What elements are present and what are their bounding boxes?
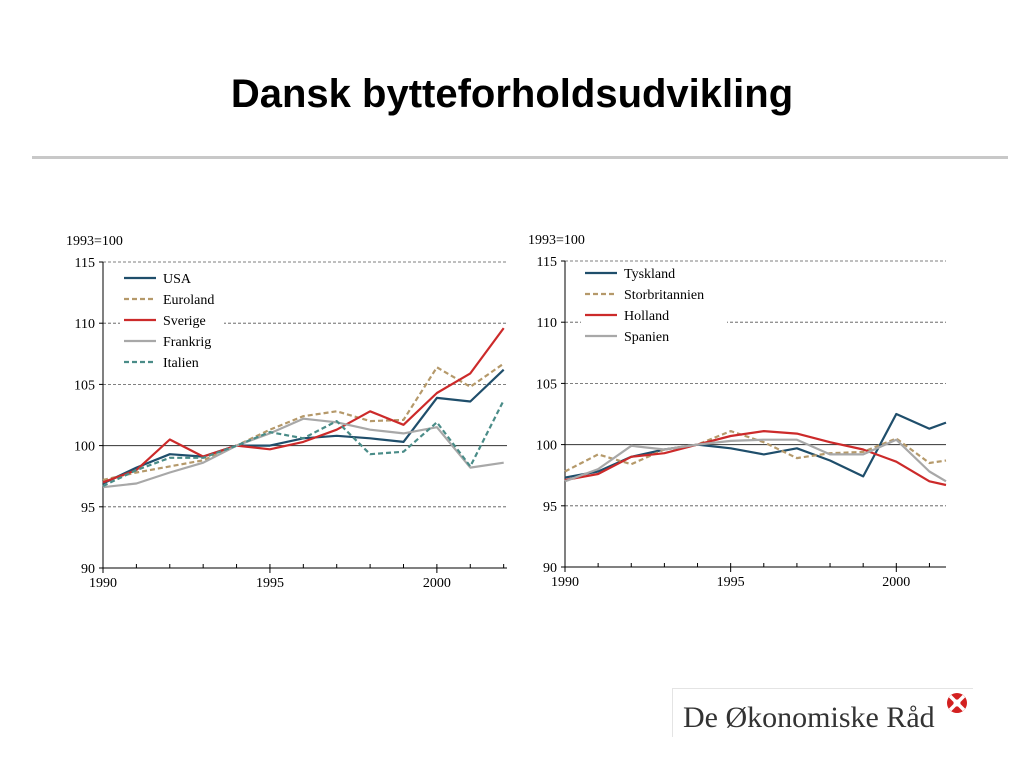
series-line-2 [102, 327, 505, 484]
chart-panel-right: 1993=100 90 95 100 105 110 115 1990 1995 2000 Tysk… [528, 233, 947, 590]
series-line-1 [564, 430, 947, 473]
legend-label: Frankrig [163, 335, 211, 350]
y-tick-label: 100 [74, 440, 95, 455]
legend-label: Tyskland [624, 267, 675, 282]
logo-text: De Økonomiske Råd [683, 701, 935, 734]
y-tick-label: 90 [81, 562, 95, 577]
title-divider [32, 156, 1008, 159]
series-line-4 [102, 399, 505, 487]
legend-label: USA [163, 272, 192, 287]
legend-label: Storbritannien [624, 288, 704, 303]
legend-label: Sverige [163, 314, 206, 329]
y-tick-label: 95 [81, 501, 95, 516]
x-tick-label: 1990 [89, 576, 117, 591]
x-tick-label: 1995 [717, 575, 745, 590]
y-tick-label: 95 [543, 500, 557, 515]
page-title: Dansk bytteforholdsudvikling [230, 72, 794, 116]
legend-label: Euroland [163, 293, 214, 308]
y-tick-label: 90 [543, 561, 557, 576]
x-tick-label: 2000 [423, 576, 451, 591]
series-line-0 [102, 368, 505, 485]
series-line-3 [564, 438, 947, 483]
y-tick-label: 105 [536, 377, 557, 392]
legend-label: Spanien [624, 330, 669, 345]
legend-background [120, 268, 224, 377]
chart-panel-left: 1993=100 90 95 100 105 110 115 1990 1995 2000 USA E… [66, 234, 507, 591]
legend-label: Italien [163, 356, 199, 371]
series-line-0 [564, 412, 947, 479]
y-tick-label: 105 [74, 378, 95, 393]
y-tick-label: 110 [537, 316, 557, 331]
y-tick-label: 115 [75, 256, 95, 271]
y-tick-label: 110 [75, 317, 95, 332]
x-tick-label: 1990 [551, 575, 579, 590]
legend-label: Holland [624, 309, 669, 324]
y-tick-label: 100 [536, 439, 557, 454]
y-unit-label: 1993=100 [66, 234, 123, 249]
y-tick-label: 115 [537, 255, 557, 270]
series-line-3 [102, 417, 504, 489]
red-star-icon [947, 693, 967, 713]
x-tick-label: 1995 [256, 576, 284, 591]
x-tick-label: 2000 [882, 575, 910, 590]
logo: De Økonomiske Råd [672, 688, 973, 737]
y-unit-label: 1993=100 [528, 233, 585, 248]
series-line-2 [564, 430, 947, 487]
series-line-1 [102, 362, 505, 481]
